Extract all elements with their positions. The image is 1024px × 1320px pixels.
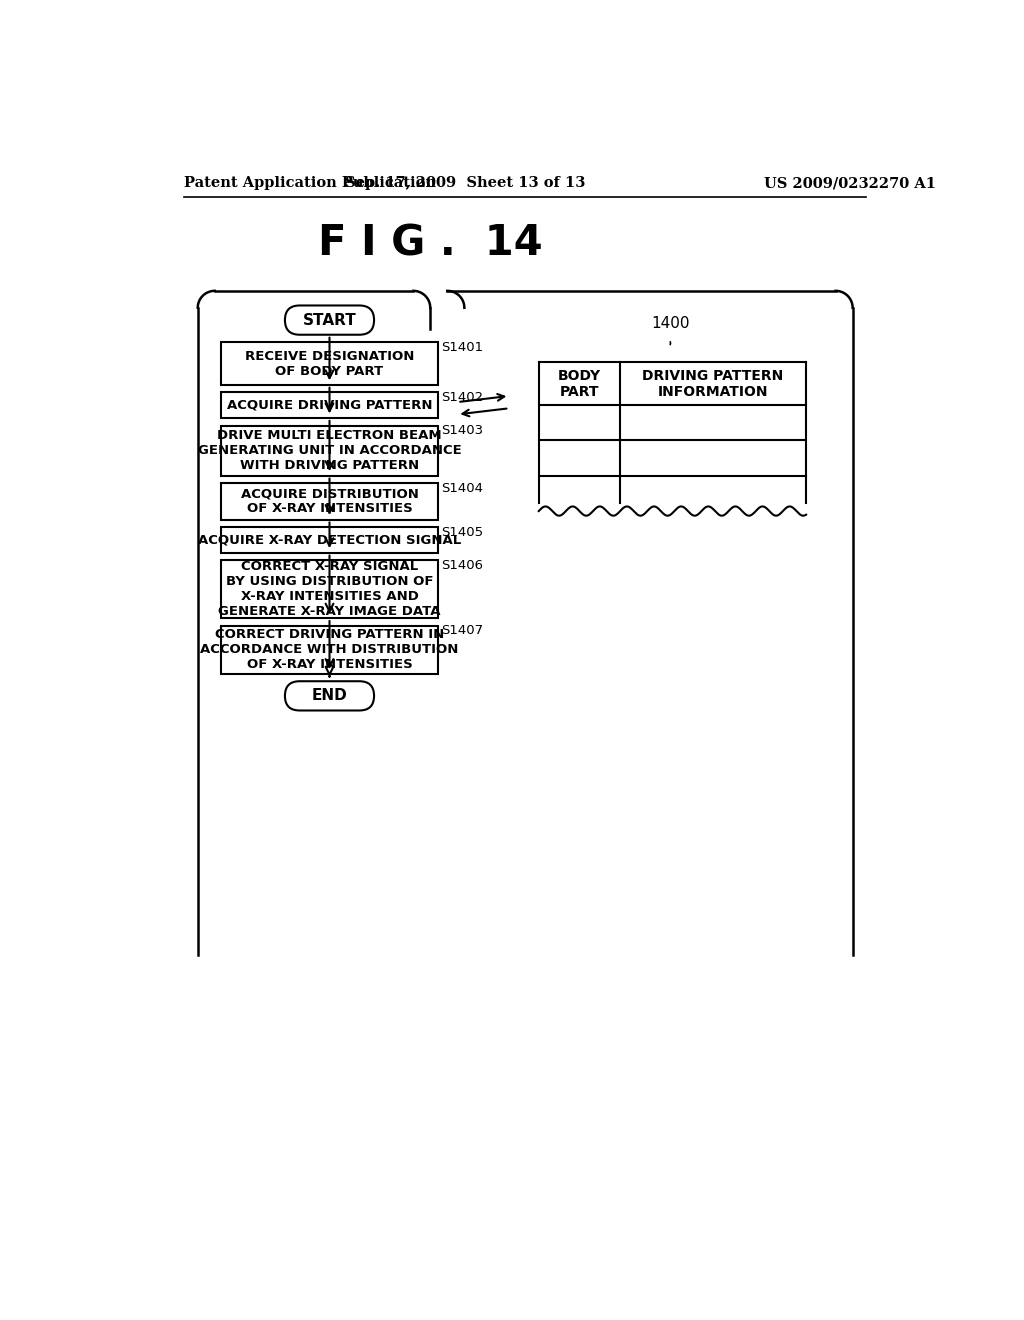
- Text: US 2009/0232270 A1: US 2009/0232270 A1: [764, 176, 936, 190]
- Text: ACQUIRE DRIVING PATTERN: ACQUIRE DRIVING PATTERN: [226, 399, 432, 412]
- Text: S1405: S1405: [441, 525, 483, 539]
- Text: Patent Application Publication: Patent Application Publication: [183, 176, 436, 190]
- Text: S1404: S1404: [441, 482, 483, 495]
- Text: S1401: S1401: [441, 341, 483, 354]
- Text: BODY
PART: BODY PART: [558, 368, 601, 399]
- Text: S1406: S1406: [441, 558, 483, 572]
- Text: ACQUIRE X-RAY DETECTION SIGNAL: ACQUIRE X-RAY DETECTION SIGNAL: [198, 533, 461, 546]
- Text: ACQUIRE DISTRIBUTION
OF X-RAY INTENSITIES: ACQUIRE DISTRIBUTION OF X-RAY INTENSITIE…: [241, 487, 419, 515]
- Text: DRIVING PATTERN
INFORMATION: DRIVING PATTERN INFORMATION: [642, 368, 783, 399]
- Text: S1403: S1403: [441, 424, 483, 437]
- Bar: [221, 392, 438, 418]
- Text: CORRECT DRIVING PATTERN IN
ACCORDANCE WITH DISTRIBUTION
OF X-RAY INTENSITIES: CORRECT DRIVING PATTERN IN ACCORDANCE WI…: [201, 628, 459, 671]
- Text: RECEIVE DESIGNATION
OF BODY PART: RECEIVE DESIGNATION OF BODY PART: [245, 350, 414, 378]
- Bar: [221, 626, 438, 673]
- Text: Sep. 17, 2009  Sheet 13 of 13: Sep. 17, 2009 Sheet 13 of 13: [345, 176, 586, 190]
- Bar: [221, 527, 438, 553]
- Text: F I G .  14: F I G . 14: [317, 222, 543, 264]
- Bar: [221, 561, 438, 618]
- Bar: [221, 425, 438, 475]
- Text: DRIVE MULTI ELECTRON BEAM
GENERATING UNIT IN ACCORDANCE
WITH DRIVING PATTERN: DRIVE MULTI ELECTRON BEAM GENERATING UNI…: [198, 429, 462, 473]
- Text: END: END: [311, 688, 347, 704]
- Bar: [221, 483, 438, 520]
- Text: S1407: S1407: [441, 624, 483, 638]
- Text: CORRECT X-RAY SIGNAL
BY USING DISTRIBUTION OF
X-RAY INTENSITIES AND
GENERATE X-R: CORRECT X-RAY SIGNAL BY USING DISTRIBUTI…: [218, 560, 440, 618]
- Text: 1400: 1400: [651, 315, 690, 331]
- Bar: [221, 342, 438, 385]
- Text: S1402: S1402: [441, 391, 483, 404]
- Text: START: START: [303, 313, 356, 327]
